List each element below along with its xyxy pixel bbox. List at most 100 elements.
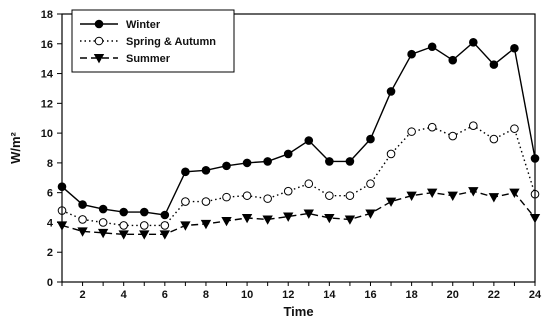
x-tick-label: 6 bbox=[162, 289, 168, 301]
series-summer bbox=[56, 187, 541, 240]
series-spring-autumn-point bbox=[489, 134, 499, 144]
series-summer-line bbox=[61, 190, 536, 236]
series-spring-autumn-point bbox=[78, 215, 87, 224]
x-tick-label: 14 bbox=[323, 289, 336, 301]
series-winter-point bbox=[489, 60, 499, 69]
series-spring-autumn-line bbox=[61, 124, 536, 227]
series-winter-point bbox=[242, 158, 252, 168]
x-tick-label: 22 bbox=[488, 289, 500, 301]
series-spring-autumn-point bbox=[325, 191, 334, 200]
x-axis-ticks: 2 4 6 8 10 12 14 16 18 20 22 24 bbox=[61, 282, 542, 301]
y-tick-label: 2 bbox=[47, 247, 53, 259]
series-spring-autumn-point bbox=[201, 197, 211, 206]
series-summer-point bbox=[241, 213, 253, 224]
series-winter-point bbox=[283, 149, 293, 159]
x-axis-title: Time bbox=[283, 304, 313, 319]
series-spring-autumn-point bbox=[242, 191, 252, 200]
series-spring-autumn-point bbox=[469, 121, 478, 130]
legend-winter: Winter bbox=[80, 19, 161, 31]
legend: Winter Spring & Autumn Summer bbox=[71, 9, 235, 73]
series-summer-point bbox=[365, 209, 376, 219]
series-winter-point bbox=[98, 204, 108, 214]
legend-winter-label: Winter bbox=[126, 19, 161, 31]
series-summer-point bbox=[139, 230, 150, 240]
series-summer-point bbox=[324, 213, 335, 224]
x-tick-label: 20 bbox=[447, 289, 459, 301]
series-summer-point bbox=[77, 227, 88, 237]
x-tick-label: 18 bbox=[405, 289, 417, 301]
series-spring-autumn-point bbox=[139, 221, 149, 230]
series-summer-point bbox=[344, 215, 356, 225]
y-axis-ticks: 0 2 4 6 8 10 12 14 16 18 bbox=[41, 9, 62, 289]
series-winter-point bbox=[469, 37, 478, 47]
y-tick-label: 4 bbox=[47, 217, 54, 229]
legend-summer: Summer bbox=[80, 53, 171, 65]
series-spring-autumn-point bbox=[222, 192, 231, 202]
series-winter-point bbox=[427, 42, 437, 52]
series-summer-point bbox=[159, 230, 171, 240]
series-winter-point bbox=[119, 207, 128, 217]
series-summer-point bbox=[221, 216, 232, 227]
series-winter-point bbox=[263, 157, 272, 166]
series-winter-point bbox=[139, 207, 149, 217]
series-winter-point bbox=[407, 49, 416, 59]
x-tick-label: 2 bbox=[80, 289, 86, 301]
series-spring-autumn-point bbox=[510, 124, 519, 133]
series-summer-point bbox=[283, 212, 294, 222]
series-spring-autumn-point bbox=[427, 122, 437, 132]
legend-summer-label: Summer bbox=[126, 53, 171, 65]
series-summer-point bbox=[447, 191, 458, 201]
y-tick-label: 18 bbox=[41, 9, 53, 21]
series-summer-point bbox=[468, 187, 479, 197]
series-summer-point bbox=[303, 209, 314, 219]
y-tick-label: 12 bbox=[41, 98, 53, 110]
series-spring-autumn-point bbox=[304, 179, 314, 189]
y-tick-label: 10 bbox=[41, 128, 53, 140]
series-summer-point bbox=[118, 230, 129, 240]
series-spring-autumn-point bbox=[386, 149, 396, 159]
legend-spring-autumn-point bbox=[94, 36, 104, 46]
x-tick-label: 24 bbox=[529, 289, 542, 301]
series-layer bbox=[56, 37, 541, 240]
series-winter-point bbox=[181, 167, 190, 177]
series-spring-autumn-point bbox=[448, 131, 458, 141]
y-tick-label: 14 bbox=[41, 69, 54, 81]
x-tick-label: 16 bbox=[364, 289, 376, 301]
y-axis-title: W/m² bbox=[8, 131, 23, 163]
series-spring-autumn-point bbox=[160, 221, 170, 230]
series-spring-autumn-point bbox=[263, 194, 272, 203]
series-winter-point bbox=[304, 136, 314, 145]
series-winter-point bbox=[325, 157, 334, 166]
legend-spring-autumn: Spring & Autumn bbox=[80, 36, 216, 48]
series-summer-point bbox=[200, 219, 212, 230]
plot-frame bbox=[61, 13, 536, 283]
x-tick-label: 10 bbox=[241, 289, 253, 301]
legend-spring-autumn-label: Spring & Autumn bbox=[126, 36, 216, 48]
series-winter-point bbox=[222, 161, 231, 171]
x-tick-label: 12 bbox=[282, 289, 294, 301]
series-summer-point bbox=[180, 221, 191, 231]
series-winter-point bbox=[345, 157, 355, 166]
series-summer-point bbox=[406, 191, 417, 201]
y-tick-label: 8 bbox=[47, 158, 53, 170]
series-spring-autumn-point bbox=[119, 221, 128, 230]
series-winter-point bbox=[366, 134, 375, 144]
series-summer-point bbox=[488, 193, 500, 203]
series-winter-point bbox=[78, 200, 87, 209]
series-winter-point bbox=[448, 55, 458, 65]
series-spring-autumn-point bbox=[366, 179, 375, 189]
series-summer-point bbox=[385, 197, 397, 207]
series-spring-autumn-point bbox=[181, 197, 190, 206]
series-summer-point bbox=[262, 215, 273, 225]
series-summer-point bbox=[97, 228, 109, 239]
series-spring-autumn-point bbox=[407, 127, 416, 136]
series-spring-autumn-point bbox=[345, 191, 355, 200]
x-tick-label: 4 bbox=[121, 289, 128, 301]
series-spring-autumn bbox=[57, 121, 540, 230]
series-summer-point bbox=[509, 188, 520, 198]
series-spring-autumn-point bbox=[98, 218, 108, 227]
series-spring-autumn-point bbox=[283, 186, 293, 196]
x-tick-label: 8 bbox=[203, 289, 209, 301]
series-winter-point bbox=[201, 166, 211, 175]
